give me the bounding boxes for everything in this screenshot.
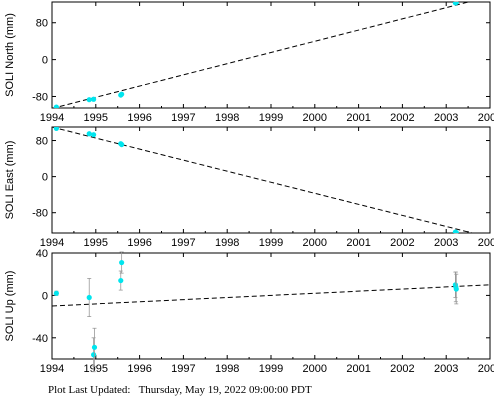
panel-3-ytick-label: -40 xyxy=(32,333,48,345)
panel-3-data-point xyxy=(453,286,459,292)
panel-2-data-point xyxy=(119,141,125,148)
panel-1-xtick-label: 1999 xyxy=(259,112,283,124)
panel-3-xtick-label: 2004 xyxy=(478,363,494,375)
panel-1-data-point xyxy=(53,104,59,108)
panel-1-xtick-label: 1996 xyxy=(127,112,151,124)
panel-2-xtick-label: 1996 xyxy=(127,237,151,249)
panel-3-xtick-label: 1999 xyxy=(259,363,283,375)
panel-1-data-point xyxy=(453,2,459,6)
panel-1-xtick-label: 2001 xyxy=(346,112,370,124)
panel-2-xtick-label: 2001 xyxy=(346,237,370,249)
panel-2-xtick-label: 1999 xyxy=(259,237,283,249)
panel-3-xtick-label: 1997 xyxy=(171,363,195,375)
panel-3-data-point xyxy=(86,294,92,301)
panel-2-xtick-label: 1994 xyxy=(40,237,64,249)
panel-3-xtick-label: 1994 xyxy=(40,363,64,375)
panel-1-xtick-label: 2003 xyxy=(434,112,458,124)
panel-3-trend-line xyxy=(52,284,490,307)
panel-1-ytick-label: 0 xyxy=(42,55,48,67)
panel-3-xtick-label: 2001 xyxy=(346,363,370,375)
panel-2-xtick-label: 2002 xyxy=(390,237,414,249)
panel-3-xtick-label: 2002 xyxy=(390,363,414,375)
panel-3-xtick-label: 2003 xyxy=(434,363,458,375)
panel-3-xtick-label: 1995 xyxy=(84,363,108,375)
panel-3-frame xyxy=(51,252,491,360)
panel-3-data-point xyxy=(91,344,98,350)
panel-1-xtick-label: 1997 xyxy=(171,112,195,124)
footer-date: Thursday, May 19, 2022 09:00:00 PDT xyxy=(138,384,312,396)
panel-1-xtick-label: 1998 xyxy=(215,112,239,124)
panel-1-ytick-label: -80 xyxy=(32,91,48,103)
panel-2-frame xyxy=(51,126,491,234)
footer-prefix: Plot Last Updated: xyxy=(48,384,131,396)
panel-1-data-point xyxy=(86,97,92,103)
panel-2-ylabel: SOLI East (mm) xyxy=(4,141,16,220)
panel-3-ytick-label: 0 xyxy=(42,290,48,302)
panel-2-xtick-label: 1995 xyxy=(84,237,108,249)
panel-3-xtick-label: 1998 xyxy=(215,363,239,375)
panel-2-ytick-label: 0 xyxy=(42,172,48,184)
panel-2-data-point xyxy=(86,131,92,137)
panel-2-ytick-label: 80 xyxy=(36,136,48,148)
panel-1-trend-line xyxy=(52,2,471,108)
panel-3-data-point xyxy=(118,277,124,284)
panel-3-data-point xyxy=(53,290,59,296)
panel-1-xtick-label: 1994 xyxy=(40,112,64,124)
panel-2-ytick-label: -80 xyxy=(32,208,48,220)
panel-2-data-point xyxy=(91,132,97,138)
panel-3-data-point xyxy=(119,259,125,266)
panel-1-xtick-label: 1995 xyxy=(84,112,108,124)
panel-1-ytick-label: 80 xyxy=(36,18,48,30)
panel-2-xtick-label: 1998 xyxy=(215,237,239,249)
panel-2-data-point xyxy=(453,229,459,233)
panel-2-trend-line xyxy=(52,127,475,233)
panel-3-data-point xyxy=(91,352,97,358)
panel-2-xtick-label: 2004 xyxy=(478,237,494,249)
panel-1-xtick-label: 2004 xyxy=(478,112,494,124)
footer: Plot Last Updated: Thursday, May 19, 202… xyxy=(48,384,312,396)
panel-3-xtick-label: 1996 xyxy=(127,363,151,375)
panel-1-data-point xyxy=(91,96,97,102)
panel-2-xtick-label: 1997 xyxy=(171,237,195,249)
panel-2-data-point xyxy=(53,127,59,131)
panel-2-xtick-label: 2003 xyxy=(434,237,458,249)
panel-1-ylabel: SOLI North (mm) xyxy=(4,13,16,97)
panel-3-ylabel: SOLI Up (mm) xyxy=(4,271,16,342)
panel-3-ytick-label: 40 xyxy=(36,248,48,260)
panel-2-xtick-label: 2000 xyxy=(303,237,327,249)
panel-3-xtick-label: 2000 xyxy=(303,363,327,375)
panel-1-data-point xyxy=(119,91,125,97)
panel-1-xtick-label: 2002 xyxy=(390,112,414,124)
panel-1-xtick-label: 2000 xyxy=(303,112,327,124)
